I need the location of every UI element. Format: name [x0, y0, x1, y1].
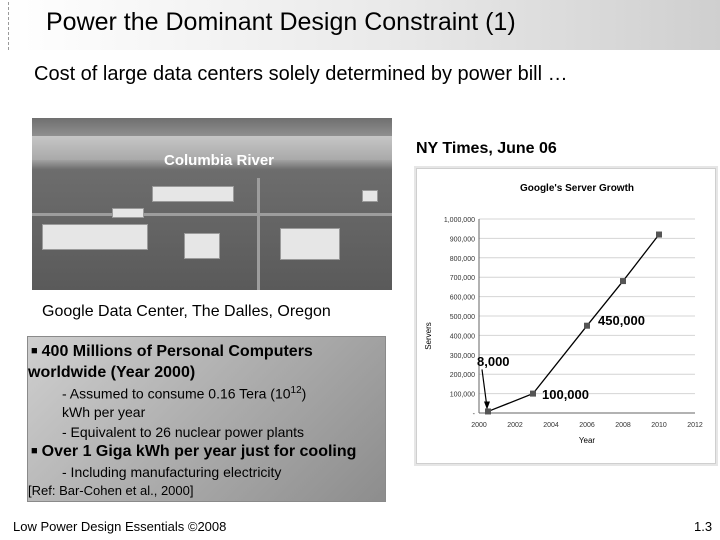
photo-building [112, 208, 144, 218]
y-tick-label: 300,000 [450, 353, 475, 360]
y-tick-label: 700,000 [450, 275, 475, 282]
title-band-rule [8, 2, 9, 50]
footer-copyright: Low Power Design Essentials ©2008 [13, 519, 227, 534]
bullet-pcs-cont: worldwide (Year 2000) [28, 364, 196, 381]
bullet-pcs: ■ 400 Millions of Personal Computers [31, 343, 313, 360]
facts-box: ■ 400 Millions of Personal Computers worl… [27, 336, 386, 502]
y-tick-label: 800,000 [450, 256, 475, 263]
sub-nuclear: - Equivalent to 26 nuclear power plants [62, 424, 305, 440]
y-tick-label: 100,000 [450, 392, 475, 399]
data-point [530, 390, 536, 397]
photo-road [32, 213, 392, 216]
chart-svg: Google's Server Growth - 100,000 200,000 300… [424, 183, 703, 445]
callout-arrow [481, 369, 488, 408]
photo-road [257, 178, 260, 290]
y-tick-label: 400,000 [450, 333, 475, 340]
aerial-photo [32, 118, 392, 290]
chart-title: Google's Server Growth [520, 183, 634, 194]
x-tick-label: 2002 [507, 422, 523, 429]
x-axis-label: Year [579, 436, 596, 445]
bullet-square-icon: ■ [31, 445, 38, 457]
y-axis-label: Servers [424, 322, 433, 350]
y-tick-label: 200,000 [450, 372, 475, 379]
data-point [656, 231, 662, 238]
sub-consumption-cont: kWh per year [62, 404, 146, 420]
y-tick-label: - [473, 411, 476, 418]
x-tick-label: 2004 [543, 422, 559, 429]
y-tick-label: 600,000 [450, 295, 475, 302]
data-point [620, 278, 626, 285]
y-tick-label: 1,000,000 [444, 217, 475, 224]
photo-building [280, 228, 340, 260]
y-tick-label: 500,000 [450, 314, 475, 321]
river-band [32, 136, 392, 160]
bullet-cooling: ■ Over 1 Giga kWh per year just for cooli… [31, 443, 357, 460]
callout-arrowhead [484, 401, 490, 410]
sub-consumption: - Assumed to consume 0.16 Tera (1012) [62, 385, 307, 402]
photo-building [152, 186, 234, 202]
slide-number: 1.3 [694, 519, 713, 534]
photo-label: Columbia River [164, 152, 275, 169]
bullet-square-icon: ■ [31, 345, 38, 357]
photo-building [184, 233, 220, 259]
x-tick-label: 2008 [615, 422, 631, 429]
data-point [485, 408, 491, 415]
source-label: NY Times, June 06 [416, 140, 557, 157]
data-point [584, 322, 590, 329]
callout-100000: 100,000 [542, 386, 589, 402]
reference: [Ref: Bar-Cohen et al., 2000] [28, 483, 194, 498]
title-band [0, 0, 720, 50]
photo-caption: Google Data Center, The Dalles, Oregon [42, 303, 331, 320]
y-tick-label: 900,000 [450, 236, 475, 243]
x-tick-label: 2000 [471, 422, 487, 429]
x-tick-label: 2006 [579, 422, 595, 429]
photo-building [42, 224, 148, 250]
sub-manufacturing: - Including manufacturing electricity [62, 464, 282, 480]
callout-8000: 8,000 [477, 354, 510, 370]
server-growth-chart: Google's Server Growth - 100,000 200,000 300… [416, 168, 716, 464]
x-tick-label: 2012 [687, 422, 703, 429]
slide-title: Power the Dominant Design Constraint (1) [46, 8, 516, 36]
callout-450000: 450,000 [598, 312, 645, 328]
x-tick-label: 2010 [651, 422, 667, 429]
photo-building [362, 190, 378, 202]
slide-subtitle: Cost of large data centers solely determ… [34, 63, 568, 85]
